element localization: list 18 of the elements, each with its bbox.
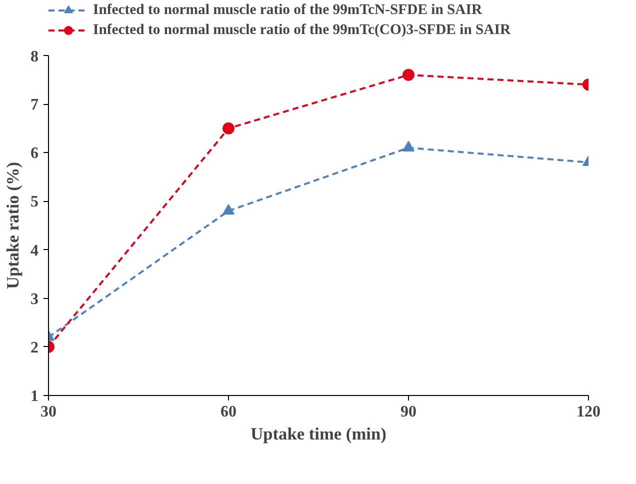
x-tick-label: 30: [40, 404, 56, 420]
y-axis-title: Uptake ratio (%): [4, 162, 22, 290]
x-tick-label: 90: [400, 404, 416, 420]
point: [402, 68, 414, 81]
point: [222, 122, 234, 134]
legend-label: Infected to normal muscle ratio of the 99mTcN-SFDE in SAIR: [93, 2, 482, 18]
y-tick-label: 3: [30, 290, 38, 308]
x-axis-title: Uptake time (min): [250, 424, 387, 444]
x-tick-label: 120: [576, 404, 600, 420]
y-tick-label: 2: [30, 339, 38, 356]
y-tick-label: 6: [30, 145, 38, 162]
y-tick-label: 5: [30, 194, 38, 211]
y-tick-label: 1: [30, 388, 38, 405]
x-tick-label: 60: [220, 404, 236, 420]
y-tick-label: 4: [30, 242, 38, 260]
y-tick-label: 8: [30, 48, 38, 66]
y-tick-label: 7: [30, 96, 38, 114]
legend-label: Infected to normal muscle ratio of the 99mTc(CO)3-SFDE in SAIR: [93, 22, 511, 38]
